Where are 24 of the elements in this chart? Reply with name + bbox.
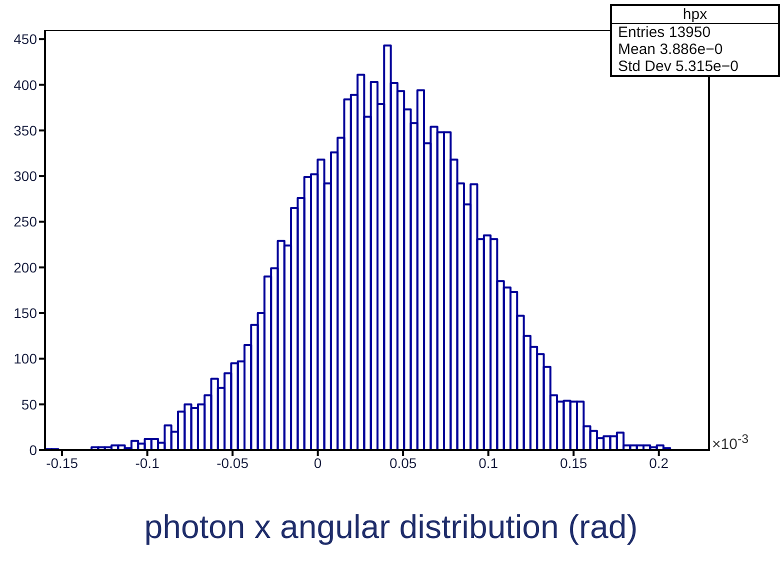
x-tick-label: 0.05 xyxy=(389,454,417,471)
y-tick-label: 250 xyxy=(14,214,38,230)
x-tick-label: 0.2 xyxy=(649,454,669,471)
x-tick-label: 0 xyxy=(314,454,322,471)
x-tick-label: 0.1 xyxy=(478,454,498,471)
x-tick-label: 0.15 xyxy=(560,454,588,471)
stats-box: hpx Entries 13950 Mean 3.886e−0 Std Dev 5.315e−0 xyxy=(610,4,780,77)
x-tick-label: -0.05 xyxy=(216,454,249,471)
y-tick-label: 150 xyxy=(14,305,38,322)
annotation: Entries 13950 xyxy=(617,24,712,41)
x-tick-label: -0.15 xyxy=(46,454,78,471)
y-tick-label: 300 xyxy=(14,168,38,184)
y-tick-label: 350 xyxy=(14,122,38,138)
y-tick-label: 200 xyxy=(14,259,38,276)
text: ×10$^{-3}$ xyxy=(712,432,749,453)
y-tick-label: 100 xyxy=(14,350,38,367)
y-tick-label: 0 xyxy=(29,442,38,458)
x-axis-title: photon x angular distribution (rad) xyxy=(143,508,639,546)
annotation: Std Dev 5.315e−0 xyxy=(617,58,740,75)
y-tick-label: 400 xyxy=(14,76,38,93)
x-tick-label: -0.1 xyxy=(135,454,160,471)
annotation: Mean 3.886e−0 xyxy=(617,41,724,58)
y-tick-label: 450 xyxy=(14,31,38,48)
y-tick-label: 50 xyxy=(21,396,38,412)
